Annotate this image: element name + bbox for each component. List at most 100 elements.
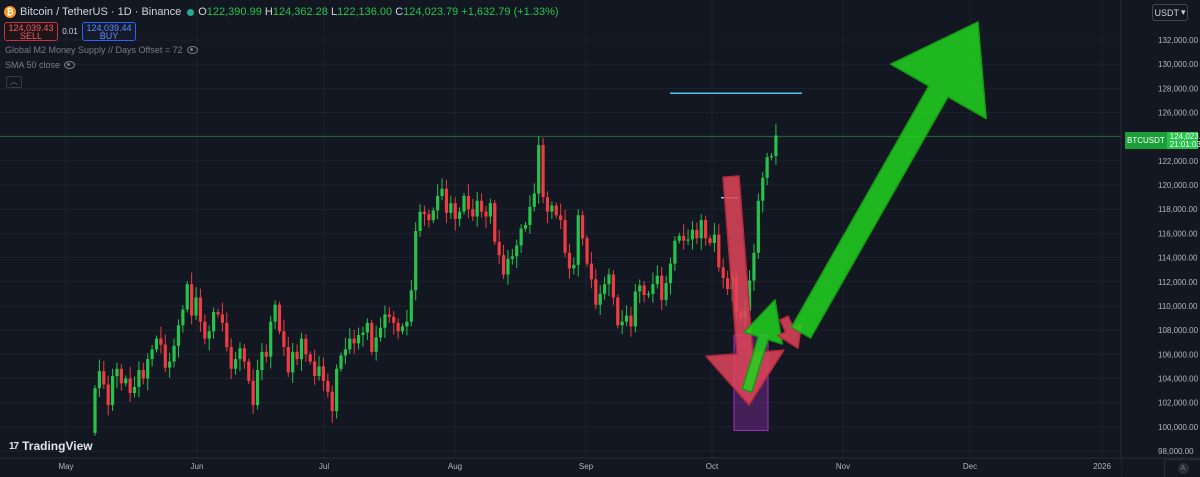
candle (506, 249, 510, 285)
candle-body (106, 384, 110, 406)
candle-body (115, 368, 119, 377)
candle (642, 280, 646, 303)
candle-body (629, 315, 633, 327)
price-tick-label: 118,000.00 (1158, 205, 1198, 214)
time-tick-label: May (58, 462, 73, 471)
candle (414, 222, 418, 301)
spread-value: 0.01 (62, 27, 78, 36)
time-tick-label: Aug (448, 462, 462, 471)
candle (523, 221, 528, 232)
indicator-m2-money-supply[interactable]: Global M2 Money Supply // Days Offset = … (5, 45, 198, 55)
time-tick-label: Jul (319, 462, 329, 471)
candle (550, 201, 554, 220)
candle (673, 236, 677, 272)
candle-body (682, 235, 686, 241)
candle (299, 332, 304, 371)
candle (449, 195, 453, 219)
market-status-icon (187, 8, 195, 16)
candle (545, 191, 550, 224)
candle-body (747, 280, 752, 311)
candle (176, 319, 181, 358)
candle-body (203, 321, 207, 339)
eye-icon[interactable] (64, 61, 76, 69)
candle (185, 281, 189, 313)
price-tag-symbol: BTCUSDT (1125, 132, 1167, 149)
candle (159, 326, 163, 354)
price-tick-label: 128,000.00 (1158, 84, 1199, 93)
candle (242, 343, 246, 369)
candle (124, 375, 128, 387)
candle (475, 191, 479, 227)
indicator-sma-50[interactable]: SMA 50 close (5, 60, 76, 70)
candle-body (642, 285, 646, 296)
symbol-header: ₿ Bitcoin / TetherUS · 1D · Binance O122… (4, 5, 559, 19)
candle-body (545, 197, 550, 212)
candle-body (304, 338, 308, 355)
candle-body (229, 347, 233, 369)
candle-body (154, 338, 159, 350)
sell-label: SELL (19, 30, 43, 41)
candle (335, 364, 339, 419)
price-tick-label: 102,000.00 (1158, 399, 1199, 408)
candle (273, 300, 277, 330)
candle-body (378, 327, 383, 338)
candle (330, 385, 334, 423)
low-value: 122,136.00 (337, 6, 393, 18)
green-up-arrow-small (741, 299, 784, 393)
candle-body (444, 188, 449, 213)
candle (559, 203, 563, 229)
candle-body (581, 215, 585, 239)
candle-body (462, 195, 466, 212)
candle-body (370, 322, 374, 352)
candle-body (212, 311, 216, 332)
candle (585, 235, 589, 267)
candle-body (427, 214, 431, 221)
buy-button[interactable]: 124,039.44 BUY (82, 22, 136, 41)
candle (690, 220, 695, 250)
candle-body (563, 220, 567, 253)
candle (440, 178, 444, 201)
candle (110, 368, 115, 411)
open-value: 122,390.99 (206, 6, 262, 18)
eye-icon[interactable] (186, 46, 198, 54)
candle (532, 183, 536, 212)
candle (444, 179, 449, 224)
candle-body (168, 361, 172, 368)
candle-body (440, 188, 444, 196)
annotations-front (705, 21, 987, 406)
candle-body (761, 177, 765, 201)
candle (132, 376, 137, 398)
candle (264, 344, 268, 363)
candle-body (431, 210, 435, 221)
time-axis[interactable]: May Jun Jul Aug Sep Oct Nov Dec 2026 (0, 457, 1200, 476)
candle (356, 327, 361, 350)
chevron-down-icon: ▾ (1180, 7, 1186, 17)
sell-button[interactable]: 124,039.43 SELL (4, 22, 58, 41)
candle-body (273, 304, 277, 322)
sell-price: 124,039.43 (8, 22, 54, 33)
candle (664, 275, 668, 306)
candle-body (620, 321, 624, 326)
candle-body (365, 322, 369, 333)
candle-body (396, 322, 400, 332)
trade-buttons: 124,039.43 SELL 0.01 124,039.44 BUY (4, 22, 136, 41)
auto-scale-button[interactable]: A (1164, 459, 1200, 477)
candle-body (291, 351, 295, 373)
candle (400, 323, 405, 335)
candle-body (172, 345, 176, 362)
price-tick-label: 104,000.00 (1158, 374, 1199, 383)
candle (238, 342, 242, 371)
candle-body (233, 359, 238, 369)
collapse-legend-button[interactable]: ︿ (6, 76, 22, 88)
change-value: +1,632.79 (+1.33%) (461, 6, 559, 18)
candle-body (712, 234, 717, 244)
candle (769, 153, 774, 161)
currency-button[interactable]: USDT ▾ (1152, 4, 1188, 21)
candle (651, 272, 655, 303)
price-axis[interactable]: 132,000.00 130,000.00 128,000.00 126,000.00… (1120, 0, 1200, 476)
candle-body (93, 388, 97, 433)
candle-body (677, 235, 681, 241)
bitcoin-icon: ₿ (4, 6, 16, 18)
symbol-title[interactable]: Bitcoin / TetherUS · 1D · Binance (20, 6, 182, 18)
